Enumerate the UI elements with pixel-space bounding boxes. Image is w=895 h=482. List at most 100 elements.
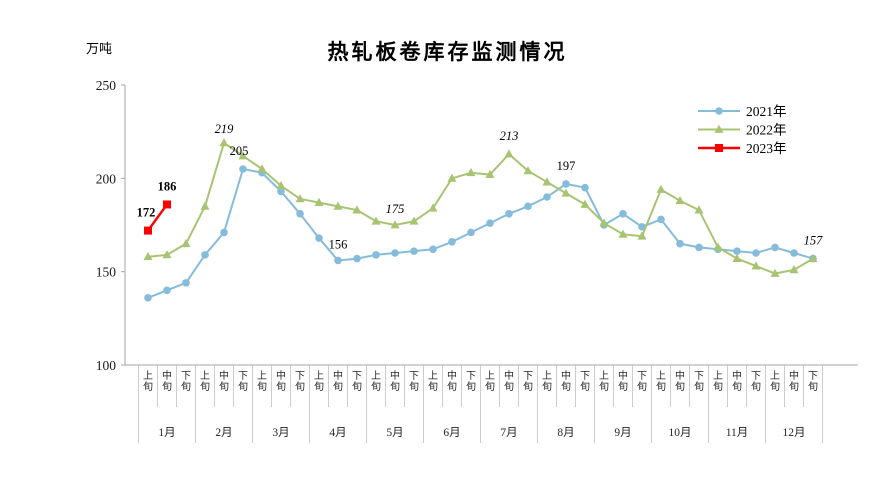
marker-triangle bbox=[257, 164, 267, 173]
period-label: 上旬 bbox=[200, 370, 210, 393]
marker-circle bbox=[657, 215, 665, 224]
month-label: 2月 bbox=[215, 427, 232, 439]
y-axis-ticks: 100 150 200 250 bbox=[96, 78, 125, 373]
period-label: 中旬 bbox=[618, 369, 628, 393]
marker-triangle bbox=[352, 205, 362, 214]
period-label: 上旬 bbox=[143, 370, 153, 393]
marker-triangle bbox=[390, 220, 400, 229]
data-label: 219 bbox=[215, 122, 235, 136]
marker-circle bbox=[733, 247, 741, 255]
period-label: 上旬 bbox=[770, 370, 780, 393]
marker-circle bbox=[524, 202, 532, 211]
marker-triangle bbox=[181, 238, 191, 248]
marker-triangle bbox=[162, 250, 172, 259]
legend-marker-circle bbox=[715, 107, 723, 115]
period-label: 中旬 bbox=[675, 369, 685, 393]
marker-square bbox=[163, 200, 171, 209]
period-label: 下旬 bbox=[637, 371, 647, 393]
marker-triangle bbox=[789, 265, 799, 274]
period-label: 下旬 bbox=[409, 371, 419, 393]
y-tick-label: 250 bbox=[96, 78, 117, 93]
marker-triangle bbox=[371, 216, 381, 225]
marker-triangle bbox=[219, 138, 229, 147]
series-2022年 bbox=[143, 138, 818, 277]
period-label: 下旬 bbox=[523, 371, 533, 393]
marker-circle bbox=[296, 210, 304, 218]
y-tick-label: 100 bbox=[96, 358, 117, 373]
marker-triangle bbox=[276, 181, 286, 190]
marker-circle bbox=[144, 294, 152, 302]
period-label: 上旬 bbox=[485, 370, 495, 393]
marker-triangle bbox=[466, 167, 476, 177]
marker-circle bbox=[486, 219, 494, 227]
series-line bbox=[147, 203, 168, 232]
marker-triangle bbox=[561, 188, 571, 197]
marker-circle bbox=[391, 249, 399, 257]
period-label: 中旬 bbox=[276, 369, 286, 393]
marker-triangle bbox=[675, 195, 685, 205]
period-label: 下旬 bbox=[751, 371, 761, 393]
marker-triangle bbox=[713, 242, 723, 251]
series-line bbox=[147, 141, 814, 275]
month-label: 3月 bbox=[272, 427, 289, 439]
marker-triangle bbox=[485, 169, 495, 178]
data-label: 157 bbox=[804, 234, 824, 248]
marker-triangle bbox=[504, 149, 514, 158]
month-label: 11月 bbox=[726, 427, 749, 439]
period-label: 中旬 bbox=[390, 369, 400, 393]
legend-label: 2022年 bbox=[746, 123, 787, 138]
marker-circle bbox=[372, 251, 380, 259]
marker-triangle bbox=[238, 151, 248, 160]
marker-circle bbox=[467, 228, 475, 237]
marker-circle bbox=[448, 238, 456, 246]
month-label: 10月 bbox=[669, 427, 692, 439]
period-label: 上旬 bbox=[371, 370, 381, 393]
data-label: 156 bbox=[329, 237, 348, 251]
marker-circle bbox=[771, 243, 779, 252]
marker-circle bbox=[277, 187, 285, 196]
legend: 2021年 2022年 2023年 bbox=[698, 104, 787, 156]
period-label: 下旬 bbox=[181, 371, 191, 393]
marker-circle bbox=[619, 210, 627, 218]
legend-marker-triangle bbox=[714, 124, 724, 133]
marker-circle bbox=[505, 210, 513, 218]
y-axis-unit-label: 万吨 bbox=[86, 41, 113, 56]
marker-circle bbox=[182, 279, 190, 287]
month-label: 9月 bbox=[614, 427, 631, 439]
marker-circle bbox=[315, 234, 323, 242]
period-label: 上旬 bbox=[599, 370, 609, 393]
marker-circle bbox=[581, 183, 589, 192]
period-label: 中旬 bbox=[504, 369, 514, 393]
marker-circle bbox=[220, 228, 228, 237]
marker-triangle bbox=[637, 231, 647, 240]
marker-circle bbox=[201, 251, 209, 259]
chart-title: 热轧板卷库存监测情况 bbox=[327, 40, 568, 64]
marker-triangle bbox=[751, 261, 761, 270]
period-label: 下旬 bbox=[808, 371, 818, 393]
marker-circle bbox=[353, 254, 361, 263]
legend-item-2022年: 2022年 bbox=[698, 123, 787, 138]
legend-marker-square bbox=[715, 144, 723, 152]
legend-label: 2023年 bbox=[746, 141, 787, 156]
period-label: 中旬 bbox=[333, 369, 343, 393]
marker-circle bbox=[562, 180, 570, 188]
period-label: 中旬 bbox=[789, 369, 799, 393]
period-label: 下旬 bbox=[466, 371, 476, 393]
legend-label: 2021年 bbox=[746, 104, 787, 119]
period-label: 下旬 bbox=[352, 371, 362, 393]
month-label: 6月 bbox=[443, 427, 460, 439]
marker-circle bbox=[429, 245, 437, 254]
y-tick-label: 200 bbox=[96, 171, 117, 186]
month-label: 1月 bbox=[158, 427, 175, 439]
month-label: 8月 bbox=[557, 427, 574, 439]
marker-square bbox=[144, 226, 152, 235]
month-label: 4月 bbox=[329, 427, 346, 439]
period-label: 下旬 bbox=[580, 371, 590, 393]
period-label: 中旬 bbox=[162, 369, 172, 393]
x-axis-month-labels: 1月 2月 3月 4月 5月 6月 7月 8月 9月 10月 11月 12月 bbox=[158, 427, 805, 439]
marker-triangle bbox=[409, 216, 419, 225]
period-label: 上旬 bbox=[428, 370, 438, 393]
period-label: 下旬 bbox=[238, 371, 248, 393]
period-label: 中旬 bbox=[447, 369, 457, 393]
